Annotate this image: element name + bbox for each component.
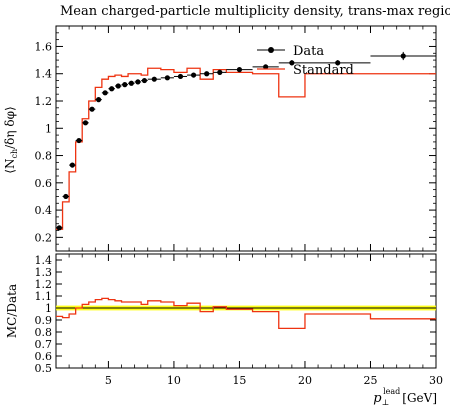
standard-step-line (56, 67, 436, 230)
data-point (128, 80, 134, 86)
data-point (164, 75, 170, 81)
data-point (190, 72, 197, 78)
legend-standard-label: Standard (293, 63, 354, 78)
data-point (204, 71, 210, 77)
data-point (82, 120, 89, 126)
legend-data-label: Data (293, 44, 324, 59)
data-point (177, 73, 184, 80)
ratio-y-tick-label: 1 (45, 302, 52, 315)
data-point (263, 64, 269, 70)
ratio-y-tick-label: 0.5 (35, 362, 53, 375)
data-point (236, 67, 243, 73)
main-y-tick-label: 1.4 (35, 68, 53, 81)
main-y-tick-label: 1.6 (35, 40, 53, 53)
ratio-y-axis-label: MC/Data (5, 284, 19, 338)
ratio-band (56, 305, 436, 311)
data-point (400, 53, 406, 59)
chart-title: Mean charged-particle multiplicity densi… (60, 4, 450, 19)
data-point (289, 60, 295, 66)
x-tick-label: 5 (105, 374, 112, 387)
ratio-plot-area (56, 297, 436, 330)
data-point (69, 162, 75, 168)
x-tick-label: 10 (167, 374, 181, 387)
data-point (122, 82, 128, 88)
data-point (141, 77, 148, 84)
ratio-y-tick-label: 0.9 (35, 314, 53, 327)
data-point (95, 97, 102, 103)
data-point (102, 90, 108, 96)
data-point (89, 106, 95, 112)
svg-text:⟨Nch/δη δφ⟩: ⟨Nch/δη δφ⟩ (3, 106, 19, 173)
ratio-y-tick-label: 0.7 (35, 338, 53, 351)
x-axis: 5 10 15 20 25 30 (68, 26, 443, 387)
ratio-y-tick-label: 1.4 (35, 254, 53, 267)
main-y-tick-label: 0.8 (35, 150, 53, 163)
data-point (335, 60, 341, 66)
legend-data-marker (268, 47, 274, 53)
main-y-tick-label: 0.2 (35, 231, 53, 244)
main-plot-area (56, 51, 436, 231)
ratio-standard-step-line (56, 297, 436, 330)
ratio-y-tick-label: 1.3 (35, 266, 53, 279)
main-y-tick-label: 0.6 (35, 177, 53, 190)
svg-text:p⊥lead[GeV]: p⊥lead [GeV] (373, 387, 437, 407)
data-point (151, 76, 157, 82)
main-panel-frame (55, 25, 437, 252)
main-y-axis: 0.2 0.4 0.6 0.8 1 1.2 1.4 1.6 (35, 32, 436, 245)
ratio-panel-frame (55, 253, 437, 369)
main-y-axis-label: ⟨Nch/δη δφ⟩ (3, 106, 19, 173)
data-point (56, 225, 62, 231)
data-point (76, 137, 82, 144)
x-tick-label: 15 (232, 374, 246, 387)
x-tick-label: 20 (298, 374, 312, 387)
x-tick-label: 30 (429, 374, 443, 387)
ratio-y-tick-label: 0.6 (35, 350, 53, 363)
x-axis-label: p⊥lead [GeV] (373, 387, 437, 407)
data-point (135, 79, 141, 85)
x-tick-label: 25 (363, 374, 377, 387)
data-point (115, 83, 121, 89)
ratio-y-axis: 0.50.60.70.80.911.11.21.31.4 (35, 254, 436, 375)
main-y-tick-label: 1 (45, 122, 52, 135)
data-point (109, 86, 115, 92)
legend: Data Standard (257, 44, 354, 78)
ratio-y-tick-label: 1.2 (35, 278, 53, 291)
main-y-tick-label: 0.4 (35, 204, 53, 217)
data-point (217, 69, 223, 75)
data-point (63, 193, 69, 200)
ratio-y-tick-label: 0.8 (35, 326, 53, 339)
ratio-y-tick-label: 1.1 (35, 290, 53, 303)
main-y-tick-label: 1.2 (35, 95, 53, 108)
